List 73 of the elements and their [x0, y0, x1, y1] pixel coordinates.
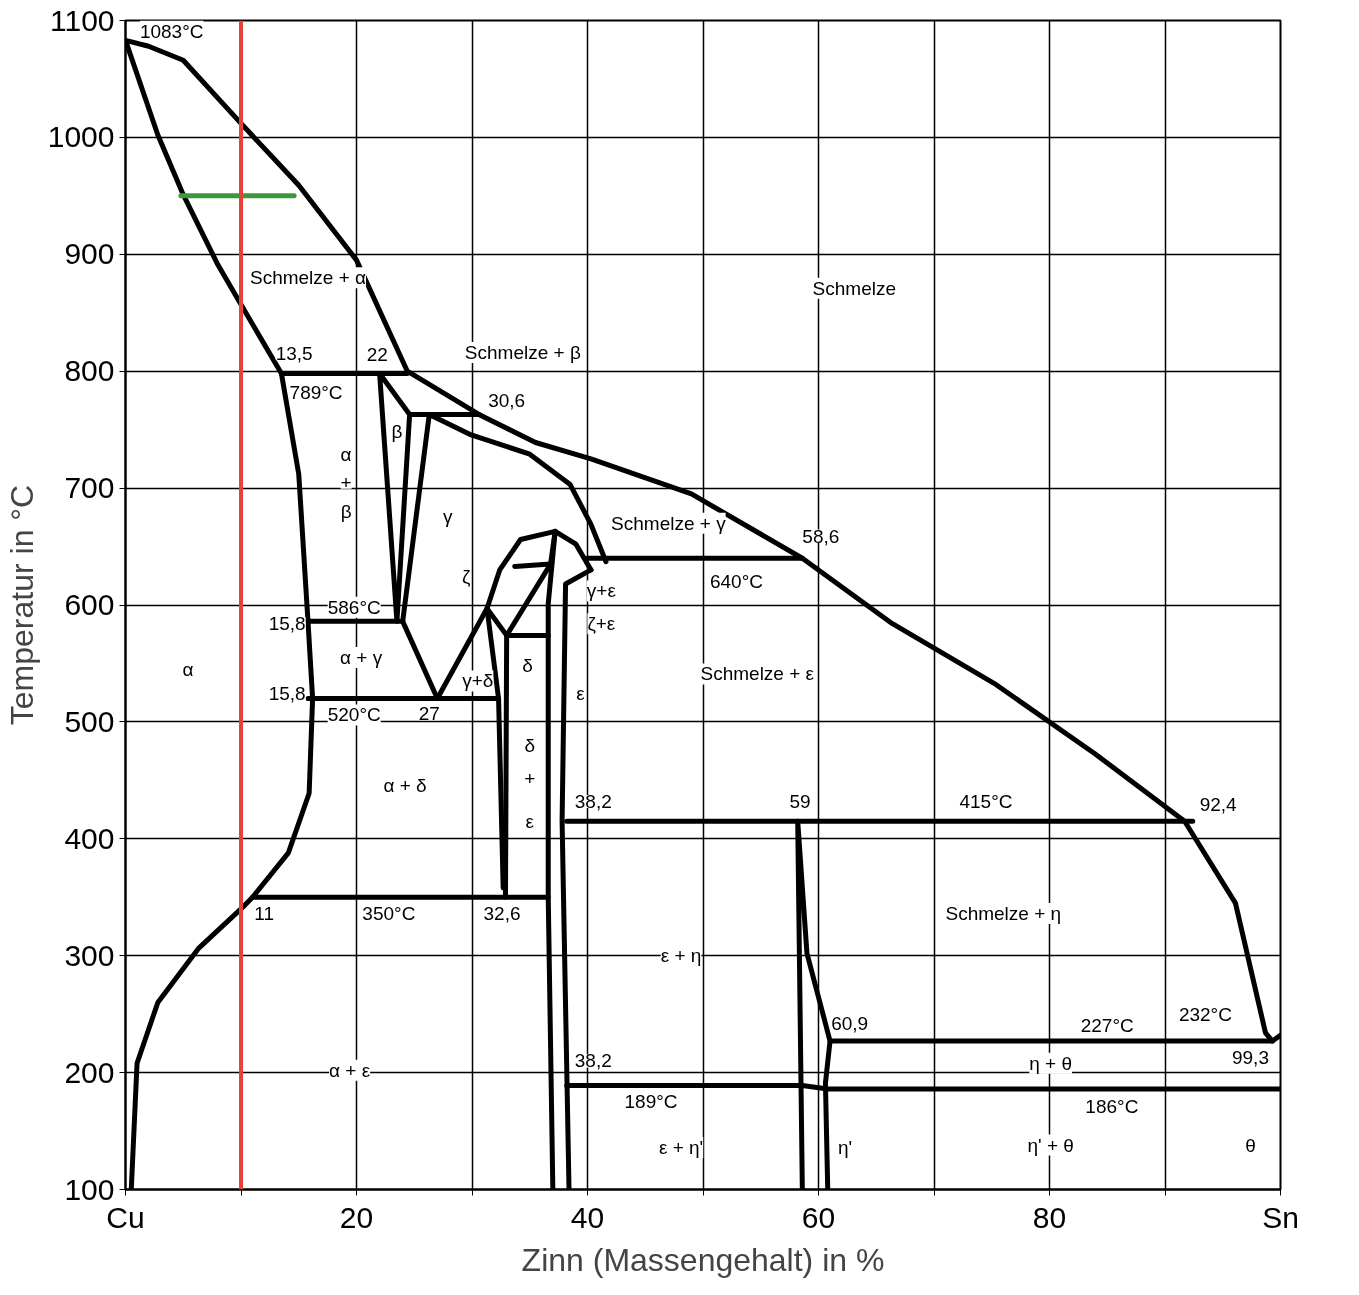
annotation: Schmelze + η — [945, 903, 1062, 925]
annotation: Schmelze + γ — [611, 512, 727, 534]
annotation: η' — [837, 1136, 853, 1158]
annotation: 99,3 — [1231, 1046, 1269, 1068]
annotation: α + δ — [383, 774, 427, 796]
annotation: 32,6 — [483, 903, 521, 925]
annotation: 227°C — [1080, 1015, 1134, 1037]
annotation: 189°C — [624, 1091, 678, 1113]
annotation: 38,2 — [574, 1050, 612, 1072]
annotation: 586°C — [327, 596, 381, 618]
annotation: η' + θ — [1027, 1134, 1074, 1156]
y-tick-label: 400 — [64, 821, 115, 855]
annotation: 22 — [366, 344, 388, 366]
annotation: ε — [576, 683, 586, 705]
annotation: α — [182, 658, 194, 680]
annotation: ζ+ε — [587, 613, 616, 635]
annotation: 30,6 — [488, 389, 526, 411]
annotation: 789°C — [289, 381, 343, 403]
annotation: δ — [522, 655, 533, 677]
y-tick-label: 700 — [64, 471, 115, 505]
annotation: + — [340, 471, 352, 493]
annotation: 15,8 — [268, 683, 306, 705]
x-axis-title: Zinn (Massengehalt) in % — [521, 1241, 885, 1278]
y-tick-label: 200 — [64, 1055, 115, 1089]
annotation: α + ε — [329, 1059, 371, 1081]
annotation: 59 — [789, 790, 811, 812]
y-tick-label: 500 — [64, 704, 115, 738]
annotation: η + θ — [1029, 1052, 1073, 1074]
annotation: Schmelze + β — [464, 342, 581, 363]
annotation: 60,9 — [831, 1013, 869, 1034]
annotation: + — [524, 767, 536, 789]
y-tick-label: 800 — [64, 354, 115, 388]
annotation: ε + η' — [658, 1136, 704, 1158]
annotation: 38,2 — [574, 790, 612, 812]
annotation: ε + η — [660, 945, 702, 967]
x-tick-label: 20 — [339, 1200, 374, 1234]
annotation: 232°C — [1178, 1003, 1232, 1025]
annotation: γ+δ — [462, 670, 494, 692]
annotation: ζ — [462, 566, 472, 588]
annotation: β — [340, 500, 352, 522]
annotation: 15,8 — [268, 613, 306, 635]
annotation: 350°C — [362, 903, 416, 925]
annotation: β — [391, 421, 403, 443]
annotation: 58,6 — [802, 525, 840, 547]
annotation: 1083°C — [139, 20, 204, 42]
annotation: 92,4 — [1199, 794, 1238, 816]
y-tick-label: 300 — [64, 938, 115, 972]
x-tick-label: 80 — [1032, 1200, 1067, 1234]
y-tick-label: 1100 — [49, 3, 115, 37]
annotation: ε — [525, 810, 535, 832]
annotation: 520°C — [327, 704, 381, 726]
x-tick-label: Sn — [1262, 1200, 1299, 1234]
annotation: γ+ε — [586, 580, 617, 602]
x-tick-label: 60 — [801, 1200, 836, 1234]
annotation: α — [340, 443, 352, 465]
annotation: 640°C — [709, 571, 764, 593]
y-tick-label: 900 — [64, 237, 115, 271]
annotation: 27 — [418, 703, 440, 725]
annotation: δ — [524, 734, 536, 756]
annotation: Schmelze + ε — [700, 663, 815, 685]
annotation: 13,5 — [275, 343, 313, 365]
annotation: θ — [1245, 1134, 1256, 1156]
y-tick-label: 600 — [64, 588, 115, 621]
annotation: α + γ — [340, 647, 383, 669]
y-tick-label: 1000 — [47, 120, 115, 154]
annotation: Schmelze + α — [249, 267, 367, 289]
annotation: Schmelze — [812, 277, 897, 299]
x-tick-label: 40 — [570, 1200, 605, 1234]
annotation: 11 — [254, 903, 274, 925]
y-axis-title: Temperatur in °C — [3, 484, 40, 726]
annotation: γ — [442, 505, 453, 527]
annotation: 415°C — [959, 790, 1013, 812]
annotation: 186°C — [1085, 1096, 1139, 1117]
